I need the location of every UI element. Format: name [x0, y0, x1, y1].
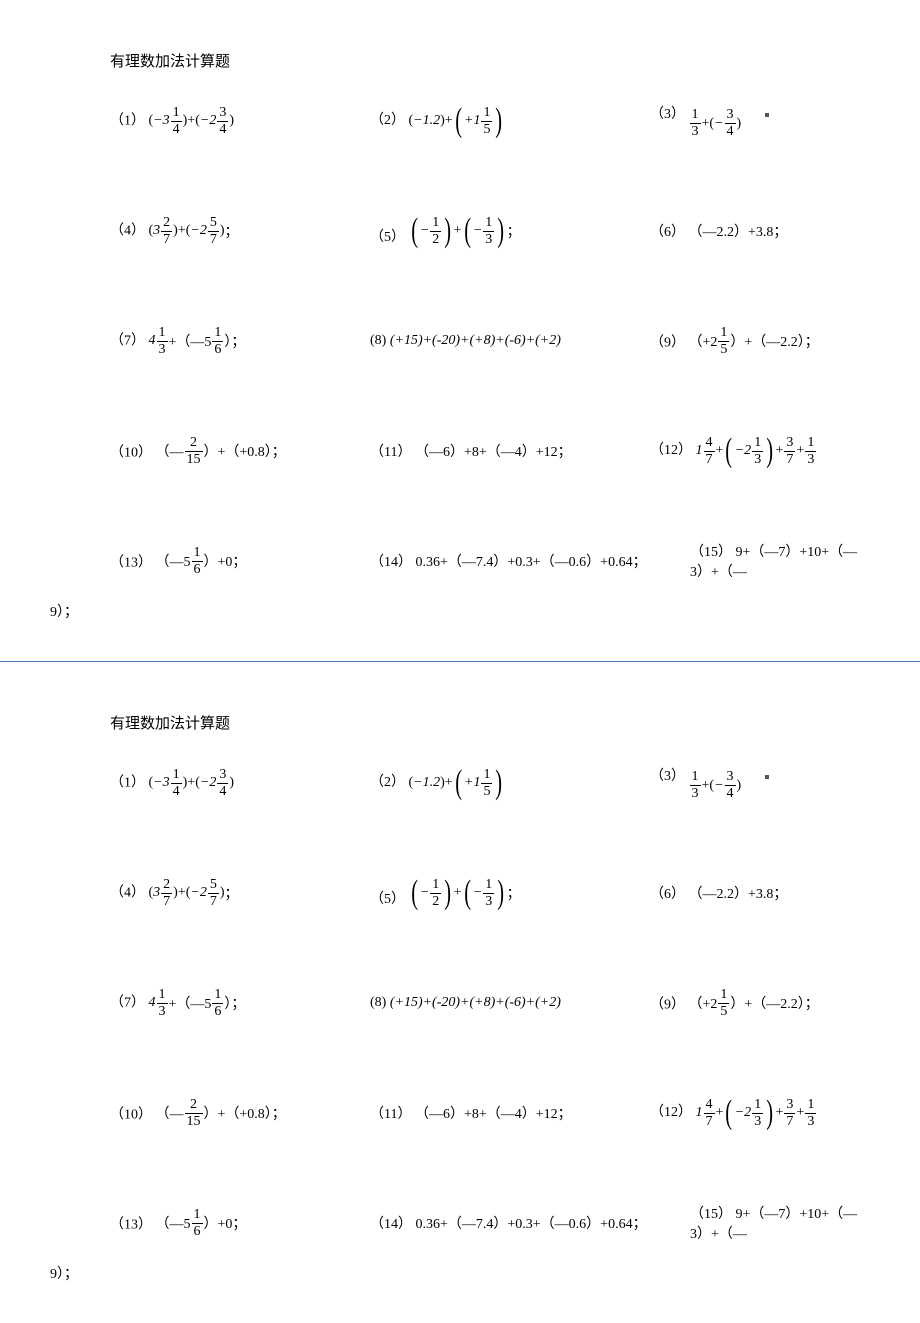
problem-10: （10） （—215）+（+0.8）；: [110, 1098, 370, 1129]
problem-row: （10） （—215）+（+0.8）； （11） （—6）+8+（—4）+12；…: [110, 1093, 870, 1133]
problem-6: （6） （—2.2）+3.8；: [650, 221, 870, 241]
problem-2: （2） (−1.2)+ (+115): [370, 104, 650, 138]
problem-3: （3） 13+ (−34): [650, 103, 870, 139]
problem-row: （10） （—215）+（+0.8）； （11） （—6）+8+（—4）+12；…: [110, 431, 870, 471]
problem-6: （6） （—2.2）+3.8；: [650, 883, 870, 903]
problem-8: (8) (+15)+(-20)+(+8)+(-6)+(+2): [370, 333, 650, 349]
problem-12: （12） 147+ (−213)+ 37+ 13: [650, 1096, 870, 1130]
problem-row: （7） 413+（—516）； (8) (+15)+(-20)+(+8)+(-6…: [110, 983, 870, 1023]
problem-4: （4） (327)+ (−257)；: [110, 878, 370, 909]
problem-13: （13） （—516）+0；: [110, 546, 370, 577]
problem-11: （11） （—6）+8+（—4）+12；: [370, 1103, 650, 1123]
worksheet-section-2: 有理数加法计算题 （1） (−314) + (−234) （2） (−1.2)+…: [0, 662, 920, 1323]
problem-11: （11） （—6）+8+（—4）+12；: [370, 441, 650, 461]
marker-dot: [765, 113, 769, 117]
problem-1: （1） (−314) + (−234): [110, 106, 370, 137]
problem-row: （13） （—516）+0； （14） 0.36+（—7.4）+0.3+（—0.…: [110, 541, 870, 581]
problem-15: （15） 9+（—7）+10+（—3）+（—: [690, 1203, 870, 1243]
problem-10: （10） （—215）+（+0.8）；: [110, 436, 370, 467]
problem-14: （14） 0.36+（—7.4）+0.3+（—0.6）+0.64；: [370, 551, 690, 571]
problem-4: （4） (327)+ (−257)；: [110, 216, 370, 247]
problem-row: （1） (−314) + (−234) （2） (−1.2)+ (+115) （…: [110, 763, 870, 803]
section-title: 有理数加法计算题: [110, 50, 870, 71]
problem-row: （13） （—516）+0； （14） 0.36+（—7.4）+0.3+（—0.…: [110, 1203, 870, 1243]
problem-5: （5） (−12)+ (−13)；: [370, 214, 650, 248]
problem-row: （4） (327)+ (−257)； （5） (−12)+ (−13)； （6）…: [110, 211, 870, 251]
trailing-text: 9）；: [50, 1263, 870, 1283]
problem-row: （1） (−314) + (−234) （2） (−1.2)+ (+115) （…: [110, 101, 870, 141]
problem-9: （9） （+215）+（—2.2）；: [650, 326, 870, 357]
section-title: 有理数加法计算题: [110, 712, 870, 733]
problem-row: （7） 413+（—516）； (8) (+15)+(-20)+(+8)+(-6…: [110, 321, 870, 361]
problem-9: （9） （+215）+（—2.2）；: [650, 988, 870, 1019]
problem-12: （12） 147+ (−213)+ 37+ 13: [650, 434, 870, 468]
problem-15: （15） 9+（—7）+10+（—3）+（—: [690, 541, 870, 581]
problem-7: （7） 413+（—516）；: [110, 988, 370, 1019]
problem-1: （1） (−314) + (−234): [110, 768, 370, 799]
marker-dot: [765, 775, 769, 779]
trailing-text: 9）；: [50, 601, 870, 621]
problem-row: （4） (327)+ (−257)； （5） (−12)+ (−13)； （6）…: [110, 873, 870, 913]
problem-14: （14） 0.36+（—7.4）+0.3+（—0.6）+0.64；: [370, 1213, 690, 1233]
problem-8: (8) (+15)+(-20)+(+8)+(-6)+(+2): [370, 995, 650, 1011]
problem-7: （7） 413+（—516）；: [110, 326, 370, 357]
problem-3: （3） 13+ (−34): [650, 765, 870, 801]
problem-13: （13） （—516）+0；: [110, 1208, 370, 1239]
problem-2: （2） (−1.2)+ (+115): [370, 766, 650, 800]
worksheet-section-1: 有理数加法计算题 （1） (−314) + (−234) （2） (−1.2)+…: [0, 0, 920, 661]
problem-5: （5） (−12)+ (−13)；: [370, 876, 650, 910]
